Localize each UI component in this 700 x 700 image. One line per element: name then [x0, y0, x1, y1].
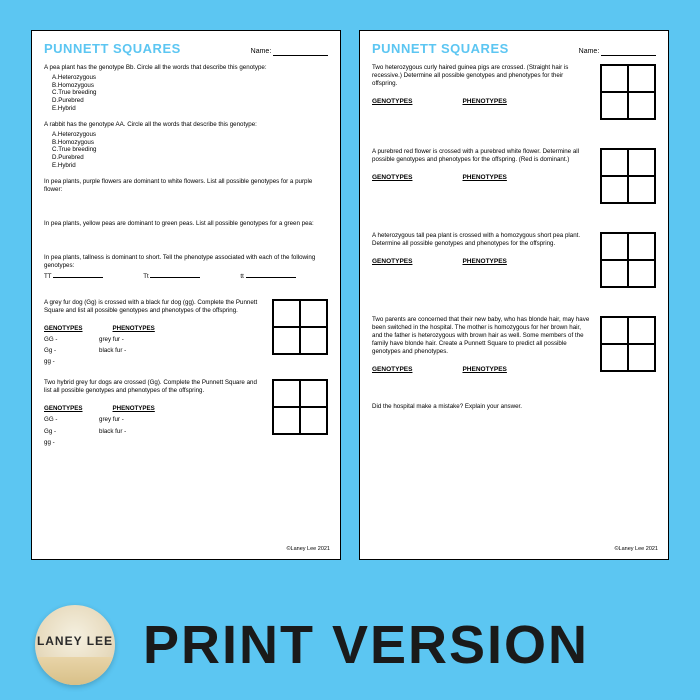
q3-text: In pea plants, purple flowers are domina…: [44, 178, 328, 194]
head-g: GENOTYPES: [372, 98, 412, 106]
bottom-bar: LANEY LEE PRINT VERSION: [0, 590, 700, 700]
q6-row1: GG -grey fur -: [44, 336, 262, 344]
q7-row1: GG -grey fur -: [44, 416, 262, 424]
q5-text: In pea plants, tallness is dominant to s…: [44, 254, 328, 270]
q6-left: A grey fur dog (Gg) is crossed with a bl…: [44, 299, 262, 369]
q1-text: A pea plant has the genotype Bb. Circle …: [44, 64, 328, 72]
q2-opt-a: A.Heterozygous: [52, 131, 328, 139]
punnett-square: [600, 316, 656, 372]
logo-badge: LANEY LEE: [35, 605, 115, 685]
p2q2-left: A purebred red flower is crossed with a …: [372, 148, 590, 204]
head-g: GENOTYPES: [372, 258, 412, 266]
name-blank: [601, 55, 656, 56]
p2q3-left: A heterozygous tall pea plant is crossed…: [372, 232, 590, 288]
blank: [53, 277, 103, 278]
head-g: GENOTYPES: [372, 366, 412, 374]
blank: [150, 277, 200, 278]
punnett-square: [272, 379, 328, 435]
question-6: A grey fur dog (Gg) is crossed with a bl…: [44, 299, 328, 369]
head-p: PHENOTYPES: [462, 366, 506, 374]
head-g: GENOTYPES: [372, 174, 412, 182]
p2-question-2: A purebred red flower is crossed with a …: [372, 148, 656, 204]
q2-opt-d: D.Purebred: [52, 154, 328, 162]
q7-row2: Gg -black fur -: [44, 428, 262, 436]
q6-text: A grey fur dog (Gg) is crossed with a bl…: [44, 299, 262, 315]
p2q4-heads: GENOTYPES PHENOTYPES: [372, 366, 590, 374]
q5-tt2: tt: [240, 273, 243, 280]
q6-heads: GENOTYPES PHENOTYPES: [44, 325, 262, 333]
q2-opt-c: C.True breeding: [52, 146, 328, 154]
print-version-caption: PRINT VERSION: [143, 614, 589, 676]
name-label: Name:: [579, 48, 600, 55]
question-3: In pea plants, purple flowers are domina…: [44, 178, 328, 194]
q7-text: Two hybrid grey fur dogs are crossed (Gg…: [44, 379, 262, 395]
p2q3-text: A heterozygous tall pea plant is crossed…: [372, 232, 590, 248]
q7-heads: GENOTYPES PHENOTYPES: [44, 405, 262, 413]
name-label: Name:: [251, 48, 272, 55]
q1-opt-e: E.Hybrid: [52, 105, 328, 113]
p2q2-heads: GENOTYPES PHENOTYPES: [372, 174, 590, 182]
p2q1-left: Two heterozygous curly haired guinea pig…: [372, 64, 590, 120]
q1-opt-c: C.True breeding: [52, 89, 328, 97]
q5-t: Tt: [143, 273, 149, 280]
p2q1-text: Two heterozygous curly haired guinea pig…: [372, 64, 590, 88]
q1-opt-d: D.Purebred: [52, 97, 328, 105]
p2-question-3: A heterozygous tall pea plant is crossed…: [372, 232, 656, 288]
name-field: Name:: [251, 47, 328, 56]
q7-head-p: PHENOTYPES: [113, 405, 155, 413]
p2q3-heads: GENOTYPES PHENOTYPES: [372, 258, 590, 266]
q2-text: A rabbit has the genotype AA. Circle all…: [44, 121, 328, 129]
question-2: A rabbit has the genotype AA. Circle all…: [44, 121, 328, 170]
punnett-square: [600, 232, 656, 288]
p2q1-heads: GENOTYPES PHENOTYPES: [372, 98, 590, 106]
p2-question-5: Did the hospital make a mistake? Explain…: [372, 403, 656, 411]
name-field: Name:: [579, 47, 656, 56]
q1-opt-a: A.Heterozygous: [52, 74, 328, 82]
punnett-square: [600, 64, 656, 120]
q2-opt-b: B.Homozygous: [52, 139, 328, 147]
worksheet-page-1: PUNNETT SQUARES Name: A pea plant has th…: [31, 30, 341, 560]
footer-credit: ©Laney Lee 2021: [286, 546, 330, 553]
punnett-square: [272, 299, 328, 355]
p2q4-left: Two parents are concerned that their new…: [372, 316, 590, 375]
q1-opt-b: B.Homozygous: [52, 82, 328, 90]
q7-left: Two hybrid grey fur dogs are crossed (Gg…: [44, 379, 262, 449]
question-7: Two hybrid grey fur dogs are crossed (Gg…: [44, 379, 328, 449]
p2q5-text: Did the hospital make a mistake? Explain…: [372, 403, 656, 411]
footer-credit: ©Laney Lee 2021: [614, 546, 658, 553]
page-header: PUNNETT SQUARES Name:: [44, 41, 328, 58]
q5-tt: TT: [44, 273, 51, 280]
pages-container: PUNNETT SQUARES Name: A pea plant has th…: [0, 0, 700, 560]
p2-question-1: Two heterozygous curly haired guinea pig…: [372, 64, 656, 120]
q6-row2: Gg -black fur -: [44, 347, 262, 355]
q6-head-g: GENOTYPES: [44, 325, 83, 333]
q7-head-g: GENOTYPES: [44, 405, 83, 413]
head-p: PHENOTYPES: [462, 174, 506, 182]
q4-text: In pea plants, yellow peas are dominant …: [44, 220, 328, 228]
page-title: PUNNETT SQUARES: [44, 41, 181, 58]
p2q4-text: Two parents are concerned that their new…: [372, 316, 590, 356]
logo-text: LANEY LEE: [37, 634, 113, 648]
q1-options: A.Heterozygous B.Homozygous C.True breed…: [44, 74, 328, 113]
page-title: PUNNETT SQUARES: [372, 41, 509, 58]
question-1: A pea plant has the genotype Bb. Circle …: [44, 64, 328, 113]
question-5: In pea plants, tallness is dominant to s…: [44, 254, 328, 281]
worksheet-page-2: PUNNETT SQUARES Name: Two heterozygous c…: [359, 30, 669, 560]
punnett-square: [600, 148, 656, 204]
q6-head-p: PHENOTYPES: [113, 325, 155, 333]
blank: [246, 277, 296, 278]
q7-row3: gg -: [44, 439, 262, 447]
q2-options: A.Heterozygous B.Homozygous C.True breed…: [44, 131, 328, 170]
question-4: In pea plants, yellow peas are dominant …: [44, 220, 328, 228]
head-p: PHENOTYPES: [462, 98, 506, 106]
page-header: PUNNETT SQUARES Name:: [372, 41, 656, 58]
p2-question-4: Two parents are concerned that their new…: [372, 316, 656, 375]
q5-blanks: TT Tt tt: [44, 273, 328, 281]
q6-row3: gg -: [44, 358, 262, 366]
p2q2-text: A purebred red flower is crossed with a …: [372, 148, 590, 164]
q2-opt-e: E.Hybrid: [52, 162, 328, 170]
name-blank: [273, 55, 328, 56]
head-p: PHENOTYPES: [462, 258, 506, 266]
